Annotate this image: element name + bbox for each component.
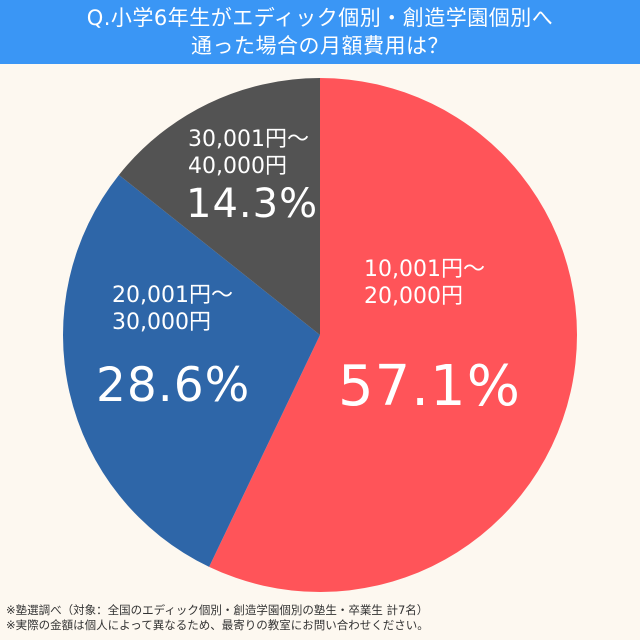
slice-label-20001-30000: 20,001円～ 30,000円 [112, 282, 233, 336]
slice-10001-20000 [209, 78, 577, 592]
slice-20001-30000 [62, 174, 321, 567]
footnote-disclaimer: ※実際の金額は個人によって異なるため、最寄りの教室にお問い合わせください。 [6, 618, 429, 632]
chart-title-line-2: 通った場合の月額費用は？ [191, 34, 449, 58]
slice-percent-28-6: 28.6% [96, 358, 251, 413]
slice-range-line2: 30,000円 [112, 310, 211, 335]
slice-label-30001-40000: 30,001円～ 40,000円 [188, 126, 309, 180]
slice-percent-57-1: 57.1% [338, 354, 521, 419]
chart-title-banner: Q.小学6年生がエディック個別・創造学園個別へ 通った場合の月額費用は？ [0, 0, 640, 64]
footnotes: ※塾選調べ（対象：全国のエディック個別・創造学園個別の塾生・卒業生 計7名） ※… [6, 603, 429, 633]
slice-30001-40000 [118, 77, 320, 335]
slice-range-line2: 20,000円 [364, 284, 463, 309]
slice-range-line1: 20,001円～ [112, 283, 233, 308]
footnote-survey-source: ※塾選調べ（対象：全国のエディック個別・創造学園個別の塾生・卒業生 計7名） [6, 603, 429, 617]
slice-range-line2: 40,000円 [188, 154, 287, 179]
slice-range-line1: 30,001円～ [188, 127, 309, 152]
slice-range-line1: 10,001円～ [364, 257, 485, 282]
slice-label-10001-20000: 10,001円～ 20,000円 [364, 256, 485, 310]
slice-percent-14-3: 14.3% [186, 181, 319, 227]
chart-title-line-1: Q.小学6年生がエディック個別・創造学園個別へ [86, 6, 554, 30]
